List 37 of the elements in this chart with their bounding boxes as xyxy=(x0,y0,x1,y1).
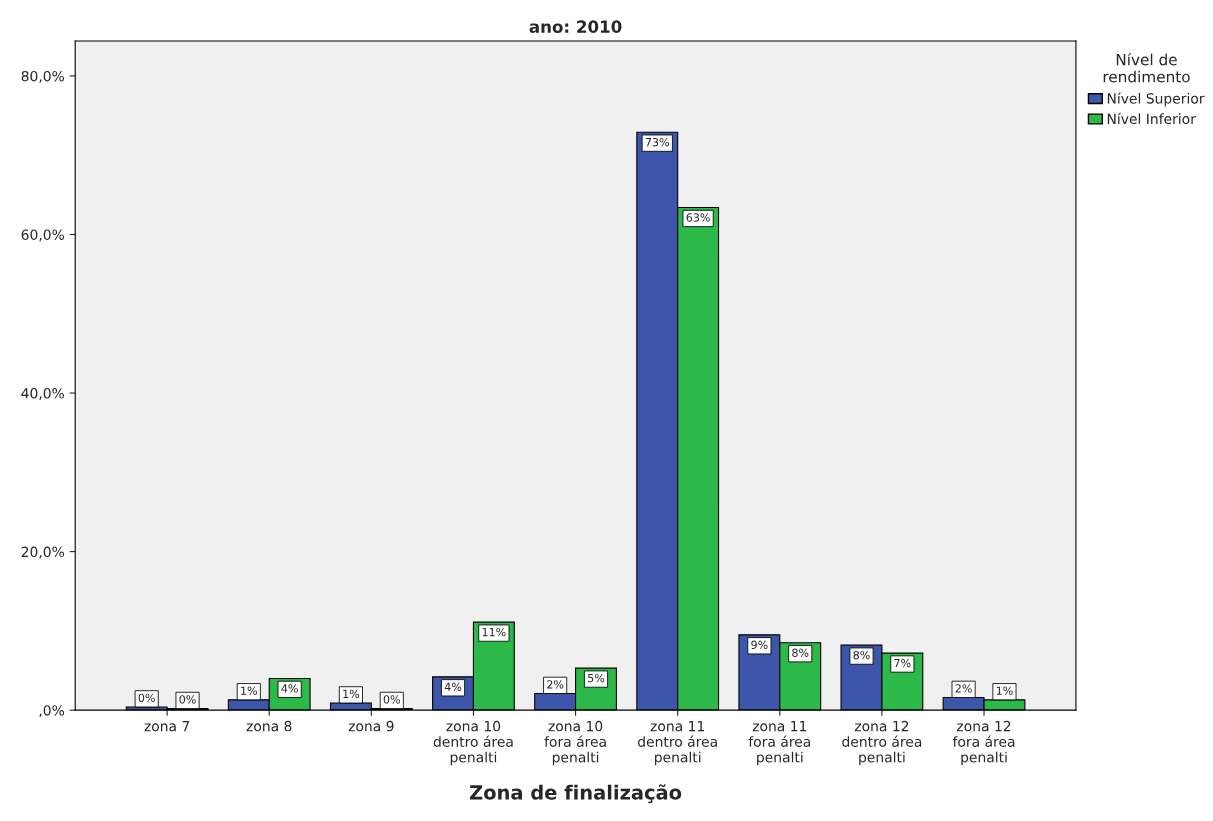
x-tick-label: zona 7 xyxy=(144,721,190,732)
x-tick-label: zona 11 fora área penalti xyxy=(748,721,811,766)
x-axis-title: Zona de finalização xyxy=(469,784,682,804)
data-label: 1% xyxy=(241,686,257,695)
data-label: 8% xyxy=(792,648,809,657)
y-tick-label: 40,0% xyxy=(21,388,65,400)
x-tick-label: zona 11 dentro área penalti xyxy=(638,721,717,766)
legend-label: Nível Inferior xyxy=(1107,112,1196,125)
legend-title: Nível de rendimento xyxy=(1103,52,1190,83)
x-tick-label: zona 12 fora área penalti xyxy=(952,720,1015,766)
x-tick-label: zona 12 dentro área penalti xyxy=(842,720,922,766)
data-label: 0% xyxy=(179,695,196,704)
y-tick-label: 20,0% xyxy=(21,546,65,559)
data-label: 5% xyxy=(588,673,605,683)
data-label: 11% xyxy=(482,627,506,637)
data-label: 1% xyxy=(343,689,360,699)
y-tick-label: ,0% xyxy=(39,705,65,718)
data-label: 4% xyxy=(281,684,298,693)
chart-title: ano: 2010 xyxy=(529,20,622,33)
x-tick-label: zona 10 fora área penalti xyxy=(544,720,606,766)
x-tick-label: zona 8 xyxy=(246,720,292,732)
data-label: 1% xyxy=(996,686,1013,695)
x-tick-label: zona 10 dentro área penalti xyxy=(433,720,513,766)
y-tick-label: 60,0% xyxy=(21,229,65,242)
data-label: 0% xyxy=(383,695,400,704)
legend-label: Nível Superior xyxy=(1107,92,1205,107)
data-label: 7% xyxy=(894,658,911,668)
data-label: 2% xyxy=(547,680,564,689)
x-tick-label: zona 9 xyxy=(348,720,394,732)
data-label: 2% xyxy=(955,684,972,693)
y-tick-label: 80,0% xyxy=(21,70,65,83)
data-label: 73% xyxy=(645,137,669,147)
data-label: 63% xyxy=(686,213,710,222)
data-label: 0% xyxy=(138,693,155,703)
data-label: 8% xyxy=(853,650,870,660)
data-label: 9% xyxy=(751,640,768,650)
data-label: 4% xyxy=(444,682,462,692)
